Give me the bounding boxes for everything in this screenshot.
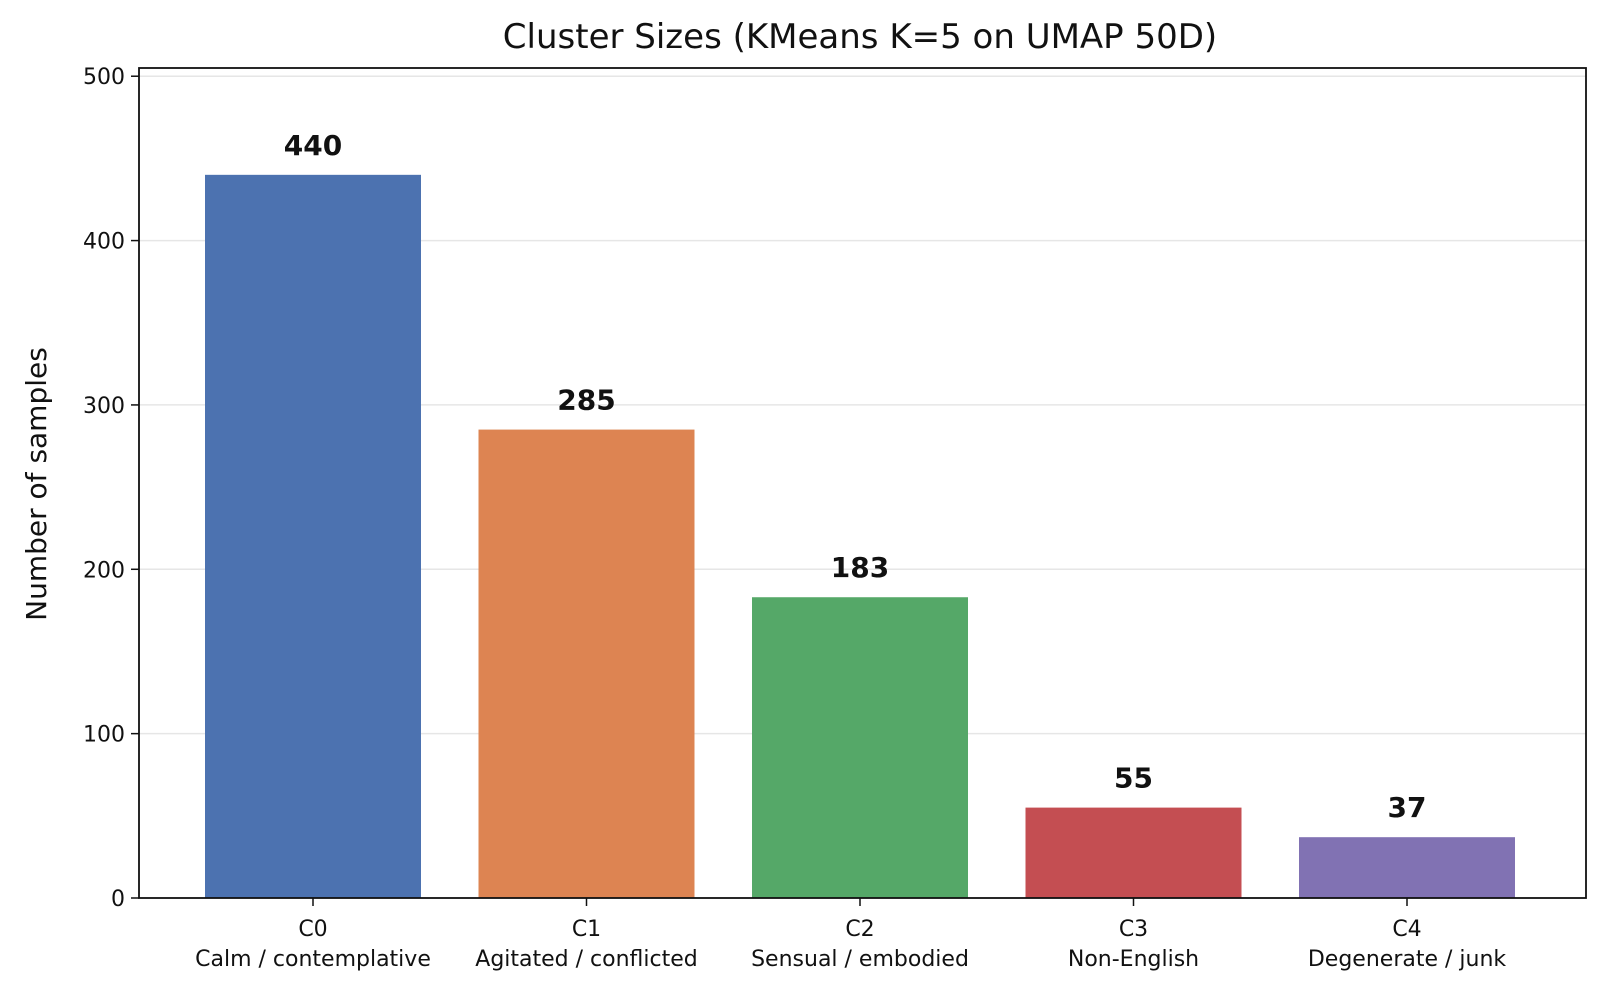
x-tick-code: C1 bbox=[572, 917, 601, 942]
x-tick-name: Sensual / embodied bbox=[751, 947, 969, 972]
data-label: 55 bbox=[1114, 762, 1153, 795]
x-tick-name: Agitated / conflicted bbox=[475, 947, 697, 972]
x-tick-name: Non-English bbox=[1068, 947, 1199, 972]
data-label: 285 bbox=[557, 384, 615, 417]
bars bbox=[205, 174, 1515, 899]
plot-frame bbox=[138, 67, 1587, 899]
x-tick-code: C0 bbox=[298, 917, 327, 942]
chart-title: Cluster Sizes (KMeans K=5 on UMAP 50D) bbox=[503, 17, 1217, 57]
y-tick-label: 0 bbox=[111, 887, 125, 912]
x-tick-name: Calm / contemplative bbox=[195, 947, 431, 972]
y-axis-ticks: 0 100 200 300 400 500 bbox=[83, 65, 139, 912]
y-tick-label: 100 bbox=[83, 723, 125, 748]
bar-c2 bbox=[752, 597, 968, 898]
bar-c3 bbox=[1025, 807, 1242, 898]
y-tick-label: 200 bbox=[83, 558, 125, 583]
y-tick-label: 500 bbox=[83, 65, 125, 90]
x-tick-code: C3 bbox=[1119, 917, 1148, 942]
y-tick-label: 400 bbox=[83, 230, 125, 255]
x-tick-name: Degenerate / junk bbox=[1308, 947, 1507, 972]
data-label: 37 bbox=[1388, 791, 1427, 824]
bar-c4 bbox=[1299, 837, 1515, 898]
bar-c0 bbox=[205, 174, 421, 899]
x-tick-code: C4 bbox=[1392, 917, 1421, 942]
x-tick-code: C2 bbox=[845, 917, 874, 942]
data-label: 183 bbox=[831, 551, 889, 584]
y-tick-label: 300 bbox=[83, 394, 125, 419]
x-axis-ticks: C0 Calm / contemplative C1 Agitated / confl… bbox=[195, 898, 1506, 972]
y-axis-label: Number of samples bbox=[20, 347, 53, 621]
bar-c1 bbox=[478, 429, 695, 898]
data-labels: 440 285 183 55 37 bbox=[284, 129, 1427, 824]
data-label: 440 bbox=[284, 129, 342, 162]
